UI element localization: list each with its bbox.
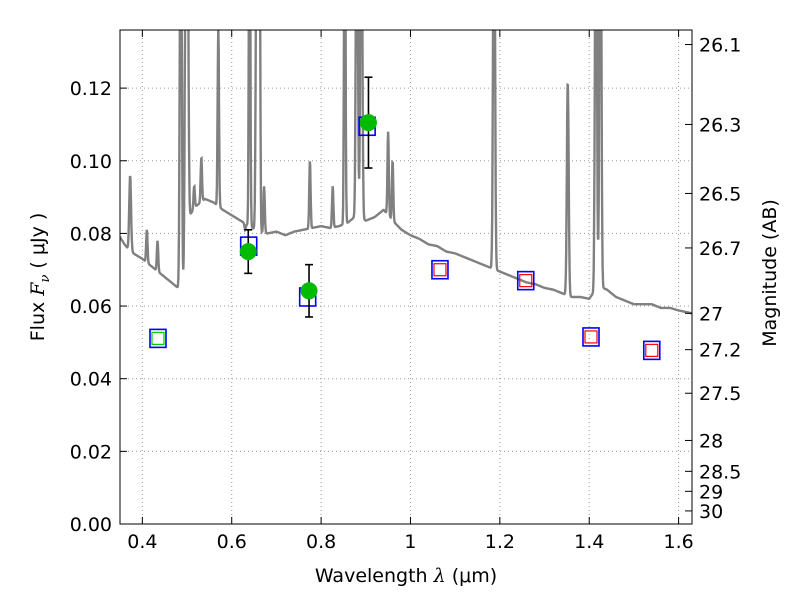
x-tick-label: 0.6 — [217, 531, 247, 553]
plot-frame — [119, 29, 693, 525]
x-tick-label: 1.2 — [485, 531, 515, 553]
predicted-box — [645, 343, 659, 357]
magnitude-tick-label: 29 — [699, 481, 723, 503]
magnitude-tick-label: 26.5 — [699, 183, 741, 205]
x-tick-label: 1 — [404, 531, 416, 553]
observed-point — [239, 243, 257, 261]
magnitude-tick-label: 28 — [699, 430, 723, 452]
y-tick-label: 0.02 — [70, 441, 112, 463]
y-axis: 0.00 0.02 0.04 0.06 0.08 0.10 0.12 — [70, 78, 127, 536]
magnitude-tick-label: 27 — [699, 303, 723, 325]
x-tick-label: 1.6 — [663, 531, 693, 553]
spectrum-line — [120, 30, 692, 315]
spectrum-series — [120, 30, 692, 315]
magnitude-axis-label: Magnitude (AB) — [759, 199, 781, 347]
predicted-box — [584, 330, 598, 344]
y-tick-label: 0.10 — [70, 151, 112, 173]
y-tick-label: 0.12 — [70, 78, 112, 100]
model-box — [642, 340, 661, 361]
observed-point — [300, 282, 318, 300]
magnitude-tick-label: 30 — [699, 501, 723, 523]
y-tick-label: 0.06 — [70, 296, 112, 318]
x-tick-label: 0.4 — [127, 531, 157, 553]
y-tick-label: 0.08 — [70, 223, 112, 245]
magnitude-tick-label: 27.5 — [699, 383, 741, 405]
x-tick-label: 1.4 — [574, 531, 604, 553]
model-box — [431, 259, 449, 280]
magnitude-tick-label: 26.3 — [699, 114, 741, 136]
model-box — [149, 328, 167, 349]
predicted-box — [519, 274, 533, 288]
y-tick-label: 0.04 — [70, 369, 112, 391]
upper-limit-box — [151, 331, 165, 345]
model-box — [582, 327, 600, 347]
x-axis-label: Wavelength λ (μm) — [315, 565, 497, 587]
magnitude-tick-label: 26.1 — [699, 35, 741, 57]
x-axis: 0.4 0.6 0.8 1 1.2 1.4 1.6 — [127, 30, 694, 553]
magnitude-tick-label: 28.5 — [699, 461, 741, 483]
y-tick-label: 0.00 — [70, 514, 112, 536]
magnitude-tick-label: 27.2 — [699, 340, 741, 362]
y-axis-label: Flux Fν ( μJy ) — [27, 213, 53, 342]
predicted-box — [433, 263, 447, 277]
photometry-markers — [149, 76, 661, 361]
model-box — [516, 270, 535, 291]
observed-point — [359, 114, 377, 132]
x-tick-label: 0.8 — [306, 531, 336, 553]
grid — [120, 30, 692, 525]
magnitude-tick-label: 26.7 — [699, 238, 741, 260]
